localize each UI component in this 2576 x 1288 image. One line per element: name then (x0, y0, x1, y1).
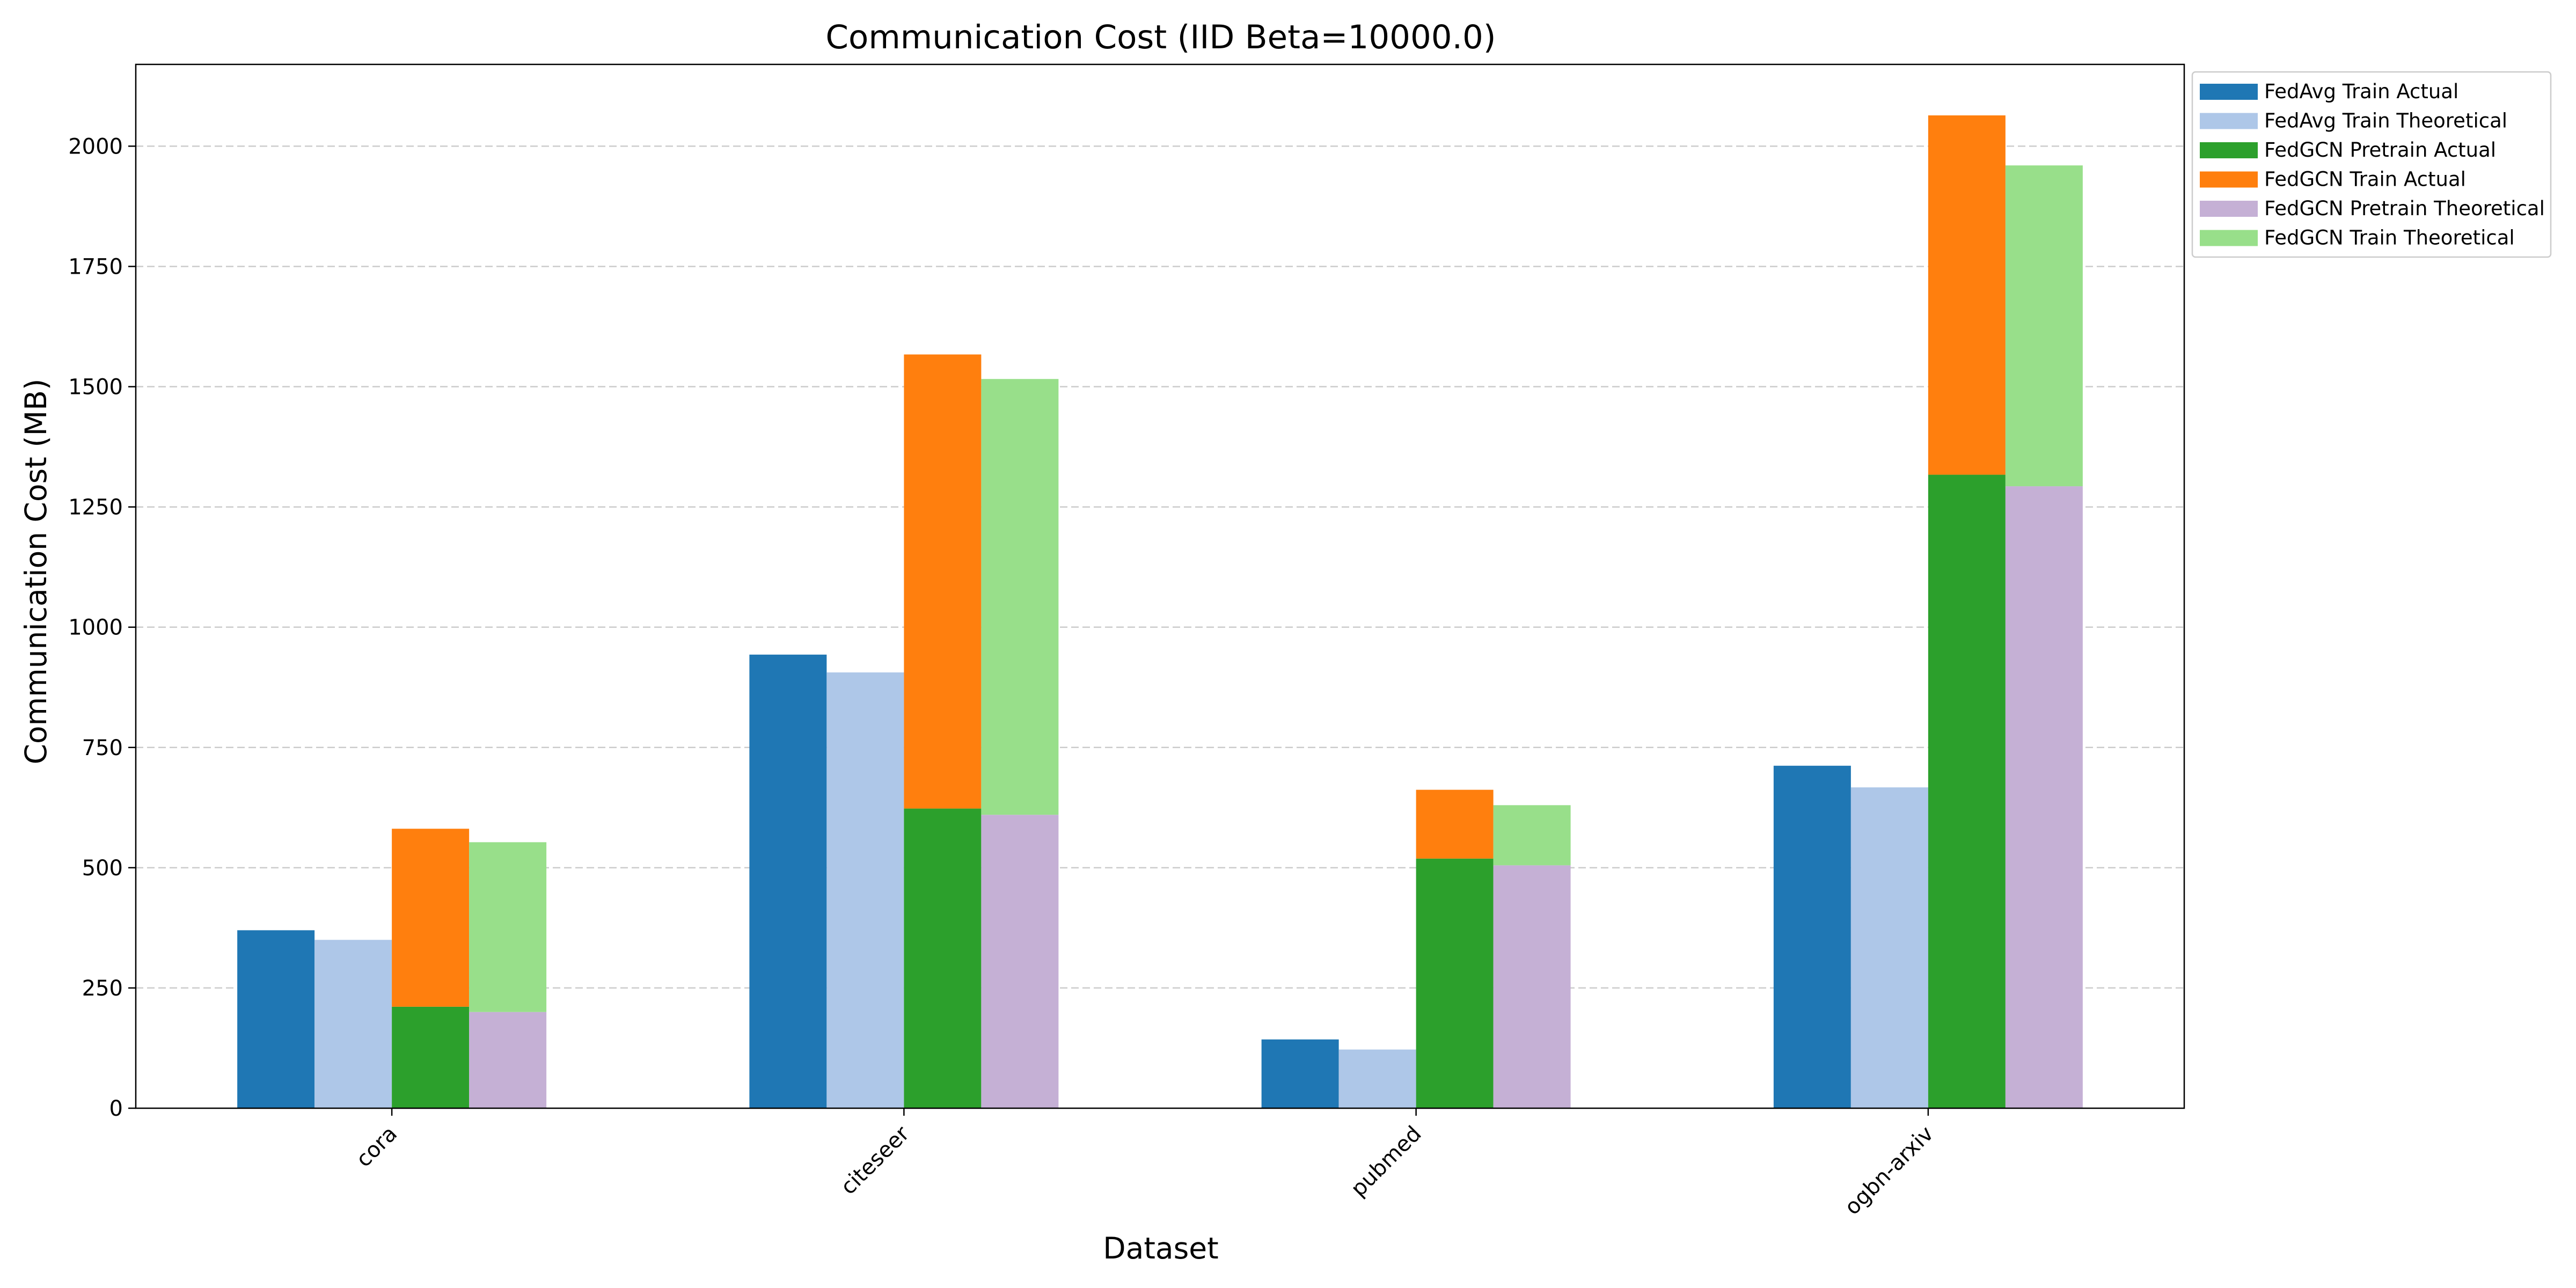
y-tick-label: 1000 (68, 616, 123, 640)
y-axis-label: Communication Cost (MB) (19, 379, 53, 765)
x-tick-label: pubmed (1346, 1122, 1426, 1202)
x-tick-label: citeseer (836, 1121, 914, 1199)
y-tick-label: 1750 (68, 254, 123, 279)
x-axis-label: Dataset (1103, 1231, 1218, 1265)
y-tick-label: 0 (109, 1096, 123, 1121)
bar-citeseer-fedgcn-pretrain-actual (904, 808, 982, 1108)
bar-ogbn-arxiv-fedgcn-train-actual (1928, 115, 2006, 475)
bar-pubmed-fedavg-train-actual (1261, 1039, 1339, 1108)
bar-pubmed-fedgcn-pretrain-actual (1416, 858, 1494, 1108)
bar-ogbn-arxiv-fedgcn-pretrain-theoretical (2005, 486, 2083, 1108)
bar-ogbn-arxiv-fedgcn-train-theoretical (2005, 165, 2083, 487)
bar-cora-fedavg-train-actual (237, 930, 315, 1108)
bar-ogbn-arxiv-fedgcn-pretrain-actual (1928, 474, 2006, 1108)
bar-citeseer-fedgcn-train-actual (904, 354, 982, 809)
legend-label: FedGCN Pretrain Theoretical (2264, 197, 2545, 220)
legend-label: FedGCN Pretrain Actual (2264, 138, 2496, 162)
legend-swatch (2200, 142, 2258, 158)
bar-pubmed-fedgcn-train-theoretical (1493, 805, 1571, 866)
bar-citeseer-fedavg-train-actual (749, 654, 827, 1108)
y-tick-label: 250 (82, 976, 123, 1001)
y-tick-label: 750 (82, 736, 123, 760)
legend-label: FedGCN Train Actual (2264, 168, 2466, 191)
legend-swatch (2200, 230, 2258, 246)
bar-cora-fedgcn-train-theoretical (469, 842, 547, 1012)
bar-citeseer-fedgcn-train-theoretical (981, 379, 1059, 815)
legend: FedAvg Train Actual FedAvg Train Theoreti… (2191, 71, 2552, 258)
legend-swatch (2200, 201, 2258, 217)
bar-cora-fedavg-train-theoretical (314, 940, 392, 1108)
bar-citeseer-fedavg-train-theoretical (826, 672, 904, 1108)
bar-citeseer-fedgcn-pretrain-theoretical (981, 815, 1059, 1108)
bar-pubmed-fedgcn-pretrain-theoretical (1493, 865, 1571, 1108)
bar-pubmed-fedgcn-train-actual (1416, 789, 1494, 859)
legend-label: FedGCN Train Theoretical (2264, 226, 2515, 250)
bar-cora-fedgcn-pretrain-theoretical (469, 1012, 547, 1108)
legend-label: FedAvg Train Theoretical (2264, 109, 2507, 133)
y-tick-label: 2000 (68, 134, 123, 159)
legend-swatch (2200, 113, 2258, 129)
bar-pubmed-fedavg-train-theoretical (1338, 1049, 1416, 1108)
bar-cora-fedgcn-train-actual (392, 829, 470, 1007)
legend-swatch (2200, 84, 2258, 100)
y-tick-label: 1250 (68, 495, 123, 520)
bar-ogbn-arxiv-fedavg-train-actual (1773, 765, 1851, 1108)
chart-title: Communication Cost (IID Beta=10000.0) (825, 18, 1496, 56)
legend-label: FedAvg Train Actual (2264, 80, 2458, 103)
plot-frame (135, 63, 2185, 1109)
bars (237, 115, 2083, 1108)
y-tick-label: 500 (82, 856, 123, 881)
bar-cora-fedgcn-pretrain-actual (392, 1006, 470, 1108)
legend-swatch (2200, 171, 2258, 188)
legend-box (2191, 71, 2552, 258)
x-tick-label: cora (352, 1122, 402, 1172)
x-tick-label: ogbn-arxiv (1840, 1122, 1938, 1220)
bar-ogbn-arxiv-fedavg-train-theoretical (1850, 787, 1928, 1108)
y-tick-label: 1500 (68, 375, 123, 400)
